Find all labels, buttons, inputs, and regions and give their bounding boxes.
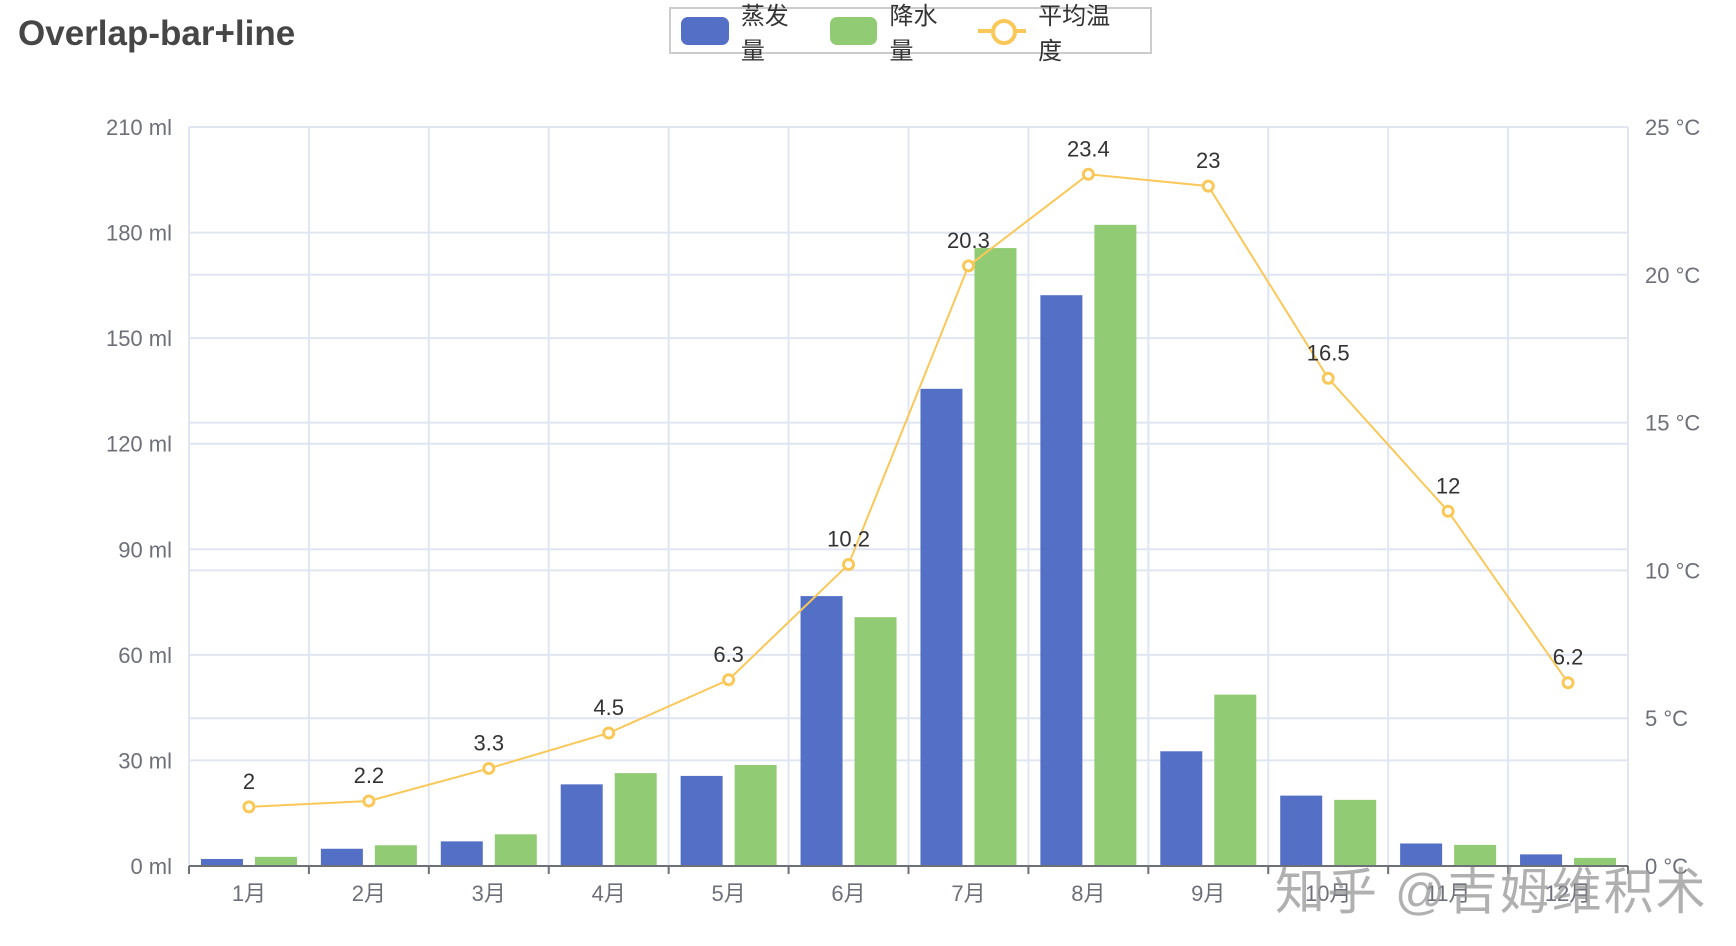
x-axis-tick-label: 10月 — [1305, 881, 1351, 906]
temperature-point-marker — [362, 794, 376, 808]
bar-precipitation — [1574, 857, 1617, 866]
temperature-point-marker — [1441, 504, 1455, 518]
temperature-point-marker — [1081, 167, 1095, 181]
y-axis-left-tick-label: 150 ml — [106, 326, 172, 351]
bar-evaporation — [800, 596, 843, 866]
bar-evaporation — [1160, 751, 1203, 866]
precipitation-swatch-icon — [829, 16, 878, 45]
y-axis-left-tick-label: 60 ml — [118, 643, 172, 668]
legend-item-precipitation[interactable]: 降水量 — [829, 0, 959, 66]
y-axis-left-tick-label: 210 ml — [106, 115, 172, 140]
x-axis-tick-label: 11月 — [1426, 881, 1471, 906]
x-axis-tick-label: 1月 — [232, 881, 266, 906]
evaporation-swatch-icon — [681, 16, 729, 45]
bar-precipitation — [1454, 844, 1497, 866]
bar-precipitation — [1094, 224, 1137, 866]
temperature-data-label: 6.3 — [713, 642, 744, 667]
bar-evaporation — [200, 858, 243, 866]
temperature-point-marker — [602, 726, 616, 740]
legend-item-temperature[interactable]: 平均温度 — [978, 0, 1130, 66]
bar-evaporation — [1280, 795, 1323, 866]
bar-precipitation — [1214, 694, 1257, 866]
bar-precipitation — [1334, 799, 1377, 866]
temperature-point-marker — [961, 259, 975, 273]
x-axis-tick-label: 6月 — [831, 881, 865, 906]
legend-label: 平均温度 — [1038, 2, 1111, 65]
bar-evaporation — [680, 775, 723, 866]
temperature-data-label: 16.5 — [1307, 340, 1350, 365]
bar-evaporation — [1040, 295, 1083, 867]
bar-precipitation — [374, 845, 417, 866]
x-axis-tick-label: 12月 — [1545, 881, 1591, 906]
temperature-data-label: 2 — [243, 769, 255, 794]
y-axis-right-tick-label: 10 °C — [1645, 558, 1700, 583]
y-axis-right-tick-label: 5 °C — [1645, 706, 1688, 731]
temperature-point-marker — [1561, 676, 1575, 690]
bar-precipitation — [734, 765, 777, 866]
bar-evaporation — [560, 784, 603, 866]
temperature-point-marker — [1201, 179, 1215, 193]
bar-precipitation — [614, 773, 657, 866]
temperature-data-label: 20.3 — [947, 228, 990, 253]
temperature-data-label: 23 — [1196, 148, 1220, 173]
temperature-data-label: 10.2 — [827, 526, 870, 551]
y-axis-left-tick-label: 120 ml — [106, 432, 172, 457]
chart-title: Overlap-bar+line — [18, 14, 296, 53]
bar-evaporation — [1520, 854, 1563, 866]
y-axis-right-tick-label: 20 °C — [1645, 263, 1700, 288]
temperature-line — [248, 173, 1569, 808]
temperature-point-marker — [482, 761, 496, 775]
legend-item-evaporation[interactable]: 蒸发量 — [681, 0, 810, 66]
watermark: 知乎 @吉姆维积术 — [1275, 864, 1708, 920]
bar-precipitation — [854, 617, 897, 866]
temperature-data-label: 12 — [1436, 473, 1460, 498]
bar-evaporation — [440, 841, 483, 866]
bar-evaporation — [320, 848, 363, 866]
x-axis-tick-label: 2月 — [352, 881, 386, 906]
chart-legend: 蒸发量 降水量 平均温度 — [669, 3, 1152, 65]
bar-precipitation — [974, 248, 1017, 866]
bar-precipitation — [254, 856, 297, 866]
line-marker-icon — [978, 17, 1027, 45]
y-axis-left-tick-label: 0 ml — [130, 854, 172, 879]
x-axis-tick-label: 4月 — [592, 881, 626, 906]
bar-precipitation — [494, 834, 537, 866]
temperature-data-label: 3.3 — [473, 730, 504, 755]
y-axis-left-tick-label: 180 ml — [106, 221, 172, 246]
x-axis-tick-label: 8月 — [1071, 881, 1105, 906]
y-axis-left-tick-label: 30 ml — [118, 748, 172, 773]
temperature-data-label: 23.4 — [1067, 136, 1110, 161]
y-axis-right-tick-label: 0 °C — [1645, 854, 1688, 879]
temperature-data-label: 6.2 — [1553, 645, 1584, 670]
temperature-point-marker — [1321, 371, 1335, 385]
x-axis-tick-label: 9月 — [1191, 881, 1225, 906]
bar-evaporation — [1400, 843, 1443, 866]
y-axis-left-tick-label: 90 ml — [118, 537, 172, 562]
x-axis-tick-label: 5月 — [712, 881, 746, 906]
bar-evaporation — [920, 388, 963, 866]
temperature-point-marker — [722, 673, 736, 687]
y-axis-right-tick-label: 15 °C — [1645, 411, 1700, 436]
legend-label: 降水量 — [889, 2, 938, 65]
temperature-point-marker — [242, 800, 256, 814]
temperature-data-label: 4.5 — [593, 695, 624, 720]
legend-label: 蒸发量 — [740, 2, 789, 65]
temperature-point-marker — [842, 557, 856, 571]
y-axis-right-tick-label: 25 °C — [1645, 115, 1700, 140]
x-axis-tick-label: 7月 — [951, 881, 985, 906]
x-axis-tick-label: 3月 — [472, 881, 506, 906]
temperature-data-label: 2.2 — [354, 763, 385, 788]
